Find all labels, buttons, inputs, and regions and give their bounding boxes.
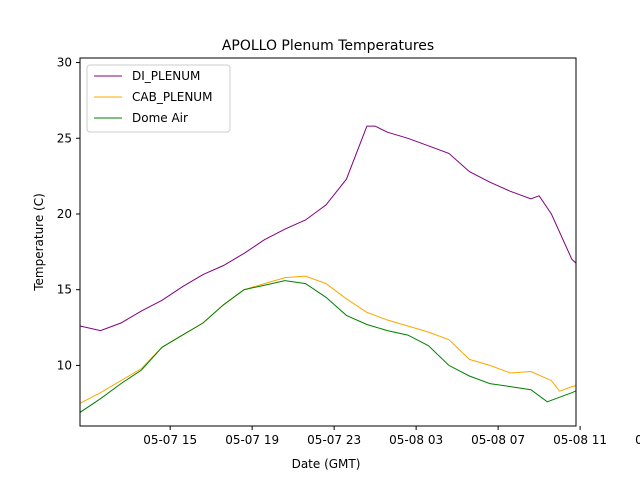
- x-axis-label: Date (GMT): [292, 457, 361, 471]
- legend-label: Dome Air: [132, 111, 188, 125]
- series-line-di-plenum: [80, 125, 576, 332]
- y-axis: 10 15 20 25 30: [57, 56, 80, 372]
- x-tick-label: 05-08 03: [389, 433, 443, 447]
- x-tick-label: 05-08 15: [635, 433, 640, 447]
- y-tick-label: 20: [57, 207, 72, 221]
- legend: DI_PLENUM CAB_PLENUM Dome Air: [86, 64, 231, 133]
- legend-box: [86, 64, 231, 133]
- x-tick-label: 05-07 15: [143, 433, 197, 447]
- legend-label: DI_PLENUM: [132, 69, 200, 83]
- series-layer: [80, 125, 576, 413]
- plot-frame: [79, 57, 577, 427]
- y-axis-label: Temperature (C): [32, 193, 46, 292]
- x-tick-label: 05-08 11: [553, 433, 607, 447]
- y-tick-label: 25: [57, 131, 72, 145]
- x-tick-label: 05-08 07: [471, 433, 525, 447]
- legend-label: CAB_PLENUM: [132, 90, 212, 104]
- y-tick-label: 30: [57, 56, 72, 70]
- y-tick-label: 10: [57, 358, 72, 372]
- chart-title: APOLLO Plenum Temperatures: [222, 38, 434, 54]
- x-axis: 05-07 15 05-07 19 05-07 23 05-08 03 05-08 07…: [143, 426, 640, 447]
- x-tick-label: 05-07 23: [307, 433, 361, 447]
- y-tick-label: 15: [57, 283, 72, 297]
- series-line-dome-air: [80, 280, 576, 413]
- x-tick-label: 05-07 19: [225, 433, 279, 447]
